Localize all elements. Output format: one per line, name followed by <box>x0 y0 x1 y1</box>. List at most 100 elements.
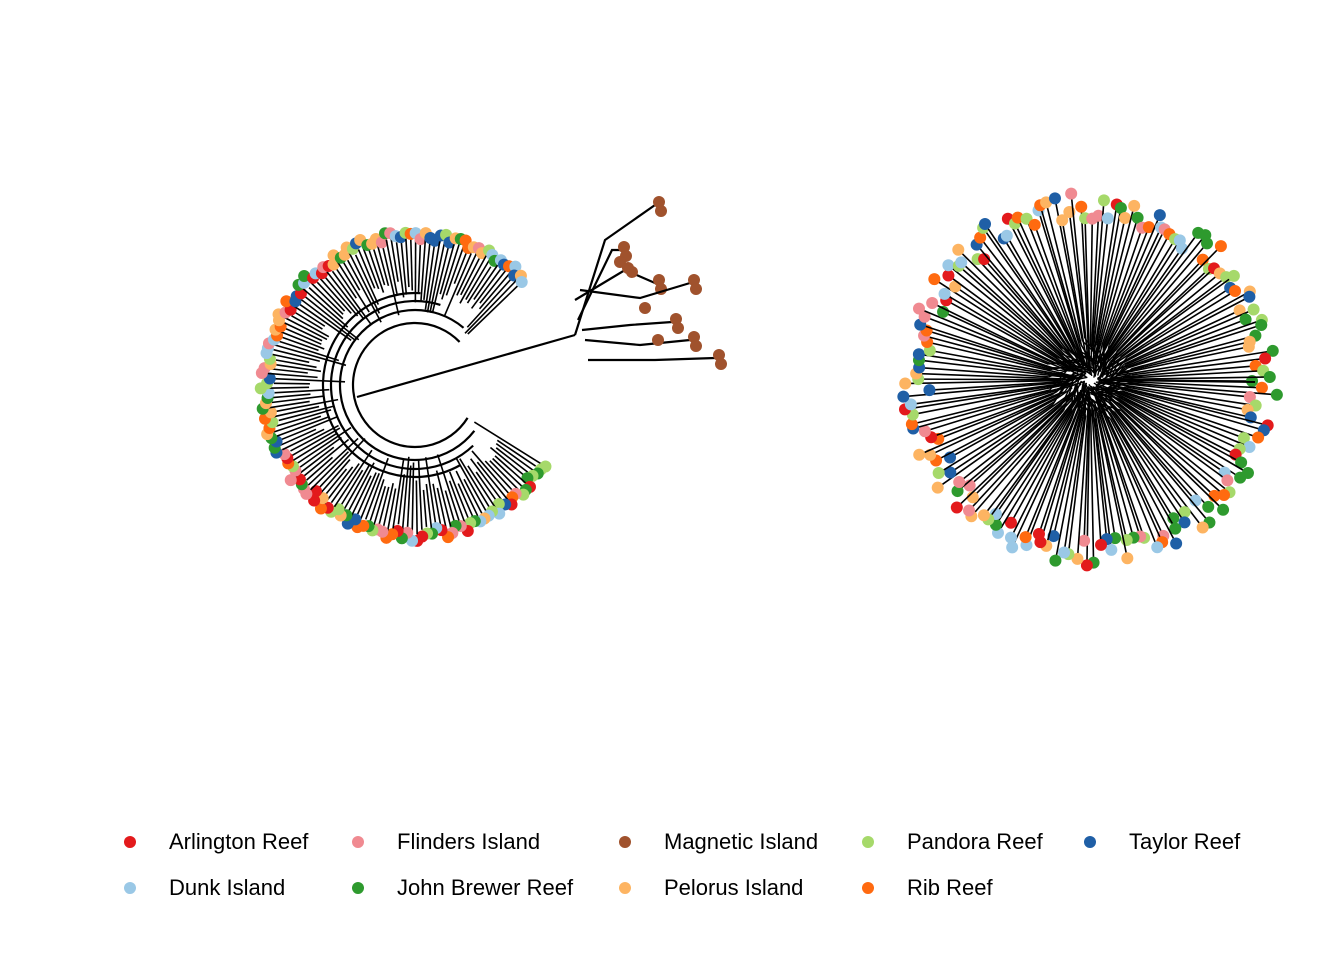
legend-item-john-brewer-reef: John Brewer Reef <box>352 874 573 902</box>
tree-branch <box>281 415 338 441</box>
tip-point <box>1234 471 1247 484</box>
tip-point <box>715 358 727 370</box>
tree-branch <box>1108 238 1168 346</box>
tree-branch <box>1100 391 1206 504</box>
tree-branch <box>473 421 542 465</box>
tree-branch <box>470 458 504 502</box>
tree-branch <box>954 403 1054 471</box>
tree-branch <box>1070 198 1090 367</box>
circular-phylogeny-tree <box>254 196 727 547</box>
tree-branch <box>979 248 1075 362</box>
tip-point <box>1105 543 1118 556</box>
tree-branch <box>1092 223 1109 348</box>
legend-label: Flinders Island <box>397 829 541 854</box>
tree-branch <box>432 483 442 526</box>
tree-branch <box>1110 403 1193 498</box>
legend-item-pelorus-island: Pelorus Island <box>619 874 803 902</box>
tree-branch <box>330 463 360 504</box>
tree-branch <box>484 460 513 491</box>
tree-branch <box>275 359 317 369</box>
tree-branch <box>316 281 346 312</box>
tree-branch <box>364 457 389 520</box>
tree-branch-arc <box>351 321 469 449</box>
tip-point <box>949 280 962 293</box>
tip-point <box>938 287 951 300</box>
tree-branch <box>584 338 691 347</box>
tree-branch <box>455 470 479 517</box>
tree-branch <box>1046 410 1083 542</box>
tree-branch <box>923 354 1079 380</box>
tip-point <box>952 243 965 256</box>
tip-point <box>1266 344 1279 357</box>
tree-branch <box>972 404 1062 483</box>
tree-branch <box>1035 229 1083 358</box>
tip-point <box>652 334 664 346</box>
tree-branch <box>272 393 311 399</box>
tree-branch <box>489 446 524 476</box>
tree-branch <box>1008 239 1076 354</box>
tree-branch <box>385 239 398 294</box>
tip-point <box>1255 381 1268 394</box>
tip-point <box>1239 313 1252 326</box>
tip-point <box>1131 211 1144 224</box>
tree-branch <box>1091 205 1105 347</box>
tree-branch-arc <box>338 308 476 462</box>
tree-branch <box>284 322 323 342</box>
tip-point <box>974 231 987 244</box>
tree-branch <box>951 267 1073 366</box>
tip-point <box>1118 212 1131 225</box>
tree-branch <box>1131 336 1251 370</box>
tree-branch <box>923 392 1060 454</box>
tip-point <box>918 425 931 438</box>
tip-point <box>1178 516 1191 529</box>
tree-branch <box>1079 376 1088 380</box>
legend-dot <box>619 836 631 848</box>
tree-branch <box>921 372 1067 380</box>
tip-point <box>1097 194 1110 207</box>
tip-point <box>1247 303 1260 316</box>
tree-branch <box>1125 385 1243 410</box>
tip-point <box>1202 500 1215 513</box>
tip-point <box>1178 506 1191 519</box>
tree-branch <box>964 265 1063 355</box>
tip-point <box>1237 432 1250 445</box>
tip-point <box>1058 546 1071 559</box>
tree-branch <box>1005 242 1079 361</box>
tree-branch <box>924 367 1049 378</box>
tree-branch <box>962 268 1080 371</box>
tip-point <box>1101 212 1114 225</box>
tree-branch <box>276 416 329 437</box>
legend-label: Pandora Reef <box>907 829 1043 854</box>
tree-branch <box>1109 381 1246 398</box>
tree-branch <box>1117 350 1268 377</box>
tree-branch <box>470 267 503 309</box>
tree-branch <box>1095 210 1134 357</box>
tree-branch <box>455 457 488 512</box>
tree-branch <box>443 253 472 318</box>
tree-branch <box>1069 216 1086 339</box>
tree-branch <box>1104 320 1242 375</box>
tree-branch <box>459 458 490 508</box>
tree-branch <box>948 295 1074 371</box>
tree-branch <box>934 391 1066 454</box>
tree-branch <box>382 483 394 526</box>
tree-branch <box>271 348 321 363</box>
tip-point <box>1028 218 1041 231</box>
tip-point <box>931 481 944 494</box>
tip-point <box>979 218 992 231</box>
tree-branch <box>285 327 322 345</box>
tip-point <box>653 196 665 208</box>
tree-branch <box>1101 232 1142 346</box>
tree-branch <box>1088 383 1094 392</box>
tree-branch <box>1109 407 1183 509</box>
tip-point <box>1151 541 1164 554</box>
tip-point <box>672 322 684 334</box>
tree-branch <box>974 409 1065 514</box>
tree-branch <box>276 363 322 373</box>
tree-branch <box>369 479 385 522</box>
tip-point <box>653 274 665 286</box>
tip-point <box>912 348 925 361</box>
tree-branch <box>1058 387 1073 398</box>
tree-branch <box>410 239 414 291</box>
